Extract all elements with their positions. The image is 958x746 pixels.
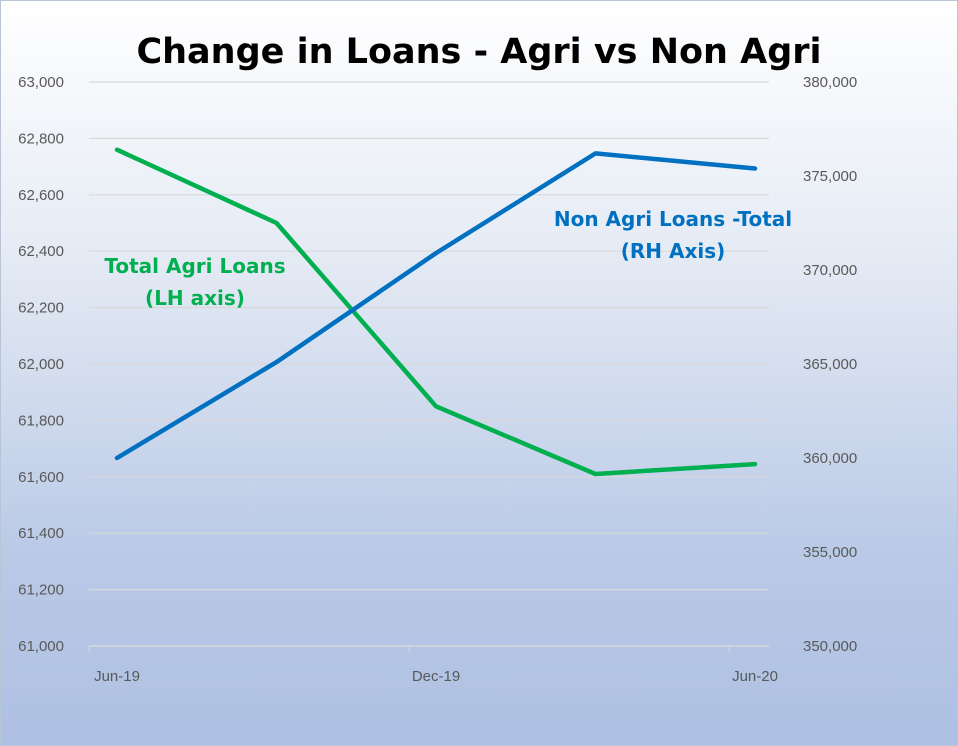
right-axis-tick-label: 370,000 <box>803 262 857 279</box>
right-axis-tick-label: 375,000 <box>803 168 857 185</box>
x-axis-tick-label: Dec-19 <box>412 668 460 685</box>
agri-loans-line <box>114 147 758 477</box>
left-axis-tick-label: 61,200 <box>18 582 64 599</box>
annotation-line: Non Agri Loans -Total <box>554 207 792 231</box>
annotations: Total Agri Loans (LH axis) Non Agri Loans … <box>104 207 792 310</box>
left-axis-tick-label: 61,000 <box>18 638 64 655</box>
annotation-line: (RH Axis) <box>621 239 726 263</box>
left-axis-tick-label: 62,400 <box>18 243 64 260</box>
left-axis-tick-label: 62,800 <box>18 130 64 147</box>
annotation-line: Total Agri Loans <box>104 254 285 278</box>
left-axis-tick-label: 62,200 <box>18 300 64 317</box>
right-axis-tick-label: 360,000 <box>803 450 857 467</box>
series <box>114 147 758 477</box>
left-axis-tick-label: 63,000 <box>18 74 64 91</box>
left-axis-tick-label: 61,800 <box>18 412 64 429</box>
right-axis-tick-label: 380,000 <box>803 74 857 91</box>
left-axis-tick-label: 62,600 <box>18 187 64 204</box>
gridlines <box>89 81 769 647</box>
left-axis-tick-label: 61,600 <box>18 469 64 486</box>
left-axis-tick-label: 62,000 <box>18 356 64 373</box>
left-axis-tick-label: 61,400 <box>18 525 64 542</box>
non-agri-loans-line <box>114 151 758 461</box>
annotation-line: (LH axis) <box>145 286 245 310</box>
chart-title: Change in Loans - Agri vs Non Agri <box>136 32 821 72</box>
right-axis-tick-label: 365,000 <box>803 356 857 373</box>
right-axis-tick-label: 350,000 <box>803 638 857 655</box>
x-axis-tick-label: Jun-19 <box>94 668 140 685</box>
non-agri-loans-annotation: Non Agri Loans -Total (RH Axis) <box>554 207 792 263</box>
agri-loans-annotation: Total Agri Loans (LH axis) <box>104 254 285 310</box>
x-axis-tick-label: Jun-20 <box>732 668 778 685</box>
axes: 61,000 61,200 61,400 61,600 61,800 62,000 62,2… <box>18 74 857 685</box>
right-axis-tick-label: 355,000 <box>803 544 857 561</box>
